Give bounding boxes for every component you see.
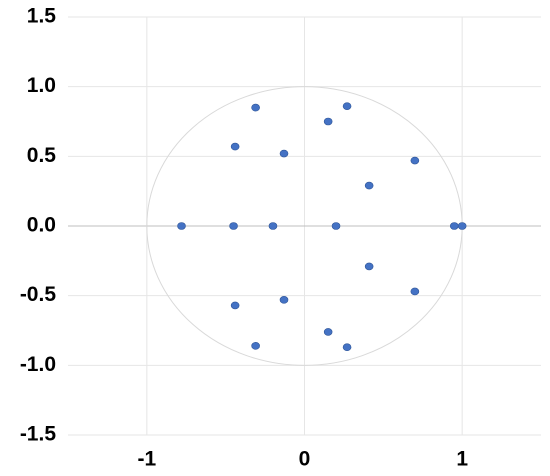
point xyxy=(342,102,352,110)
point xyxy=(230,301,240,310)
point xyxy=(457,222,467,230)
point xyxy=(251,342,260,350)
point xyxy=(230,142,240,151)
point xyxy=(342,343,352,352)
point xyxy=(449,222,459,230)
point xyxy=(177,222,186,230)
point xyxy=(364,262,374,271)
point xyxy=(410,287,420,296)
point xyxy=(323,117,333,126)
y-tick-label: 1.0 xyxy=(27,74,56,97)
point xyxy=(229,222,238,230)
y-tick-label: -0.5 xyxy=(20,283,57,306)
x-tick-label: -1 xyxy=(137,448,156,471)
point xyxy=(251,103,260,112)
y-tick-label: 1.5 xyxy=(27,5,57,28)
y-tick-label: -1.0 xyxy=(20,353,56,376)
point xyxy=(268,222,278,230)
point xyxy=(279,296,289,304)
x-tick-label: 0 xyxy=(299,448,311,471)
y-tick-label: 0.0 xyxy=(27,214,56,237)
y-tick-label: 0.5 xyxy=(27,144,57,167)
point xyxy=(410,156,420,165)
point xyxy=(323,328,333,336)
point xyxy=(331,222,341,230)
point xyxy=(364,181,374,190)
point xyxy=(279,149,289,158)
x-tick-label: 1 xyxy=(456,448,468,471)
y-tick-label: -1.5 xyxy=(20,423,57,446)
